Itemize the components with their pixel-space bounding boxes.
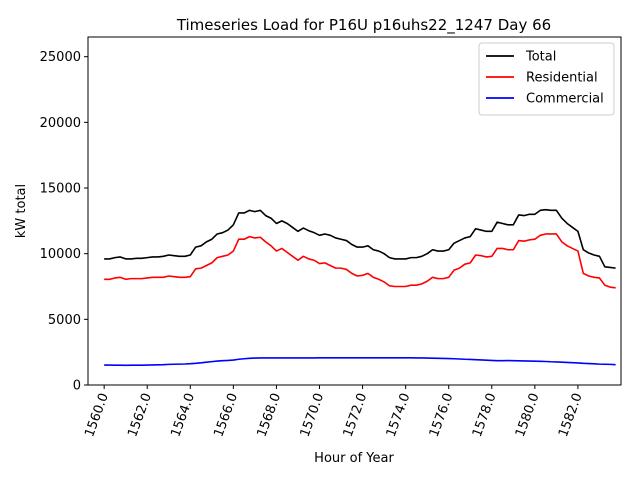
x-axis-title: Hour of Year bbox=[314, 451, 394, 466]
series-line-total bbox=[104, 208, 616, 269]
series-line-residential bbox=[104, 233, 616, 289]
x-tick-label: 1578.0 bbox=[470, 391, 500, 439]
x-tick-label: 1574.0 bbox=[384, 391, 414, 439]
x-tick-label: 1568.0 bbox=[255, 391, 285, 439]
y-axis-title: kW total bbox=[14, 184, 29, 238]
legend-label-residential: Residential bbox=[526, 71, 598, 86]
y-tick-label: 10000 bbox=[40, 247, 81, 262]
y-tick-label: 5000 bbox=[48, 313, 81, 328]
legend-label-commercial: Commercial bbox=[526, 92, 604, 107]
x-tick-label: 1580.0 bbox=[513, 391, 543, 439]
legend: Total Residential Commercial bbox=[478, 42, 615, 116]
x-tick-label: 1582.0 bbox=[556, 391, 586, 439]
series-line-commercial bbox=[104, 357, 616, 367]
legend-label-total: Total bbox=[525, 50, 556, 65]
y-tick-label: 20000 bbox=[40, 116, 81, 131]
y-tick-label: 25000 bbox=[40, 50, 81, 65]
x-tick-label: 1560.0 bbox=[82, 391, 112, 439]
x-tick-label: 1576.0 bbox=[427, 391, 457, 439]
x-tick-label: 1566.0 bbox=[211, 391, 241, 439]
x-tick-label: 1562.0 bbox=[125, 391, 155, 439]
y-tick-label: 0 bbox=[73, 379, 81, 394]
x-tick-label: 1570.0 bbox=[298, 391, 328, 439]
x-tick-label: 1564.0 bbox=[168, 391, 198, 439]
y-tick-label: 15000 bbox=[40, 182, 81, 197]
legend-box bbox=[478, 42, 615, 116]
x-tick-label: 1572.0 bbox=[341, 391, 371, 439]
chart-title: Timeseries Load for P16U p16uhs22_1247 D… bbox=[176, 16, 551, 35]
series-lines bbox=[104, 208, 616, 367]
